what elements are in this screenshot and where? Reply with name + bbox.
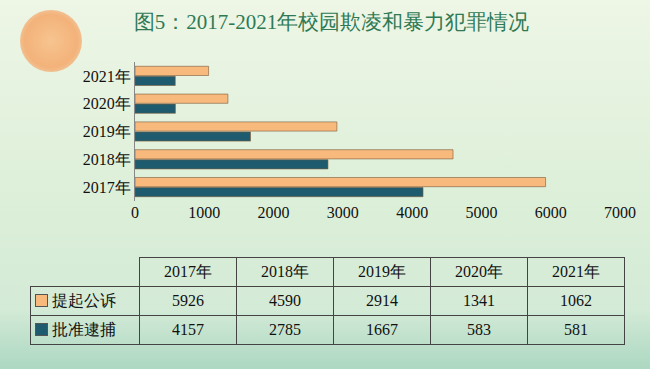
svg-text:2019年: 2019年 <box>83 123 131 140</box>
svg-text:3000: 3000 <box>327 204 359 221</box>
html-text:2021年: 2021年 <box>552 262 600 280</box>
html-text:1341: 1341 <box>463 292 495 309</box>
svg-text:0: 0 <box>131 204 139 221</box>
svg-text:1000: 1000 <box>188 204 220 221</box>
html-text:2018年: 2018年 <box>261 262 309 280</box>
svg-text:5000: 5000 <box>465 204 497 221</box>
html-text:583: 583 <box>467 321 491 338</box>
html-text:1667: 1667 <box>366 321 398 338</box>
html-text:2785: 2785 <box>269 321 301 338</box>
svg-text:2020年: 2020年 <box>83 95 131 112</box>
svg-text:图5：2017-2021年校园欺凌和暴力犯罪情况: 图5：2017-2021年校园欺凌和暴力犯罪情况 <box>134 10 530 34</box>
html-text:5926: 5926 <box>172 292 204 309</box>
svg-text:2017年: 2017年 <box>83 179 131 196</box>
html-text:2020年: 2020年 <box>455 262 503 280</box>
svg-text:7000: 7000 <box>604 204 636 221</box>
svg-text:2000: 2000 <box>258 204 290 221</box>
html-text:4590: 4590 <box>269 292 301 309</box>
html-text:提起公诉: 提起公诉 <box>52 291 116 309</box>
html-text:581: 581 <box>564 321 588 338</box>
html-text:2017年: 2017年 <box>164 262 212 280</box>
html-text:批准逮捕: 批准逮捕 <box>52 320 116 338</box>
svg-text:2018年: 2018年 <box>83 151 131 168</box>
svg-text:6000: 6000 <box>535 204 567 221</box>
html-text:1062: 1062 <box>560 292 592 309</box>
html-text:2019年: 2019年 <box>358 262 406 280</box>
svg-text:4000: 4000 <box>396 204 428 221</box>
html-text:4157: 4157 <box>172 321 204 338</box>
svg-text:2021年: 2021年 <box>83 68 131 85</box>
html-text:2914: 2914 <box>366 292 398 309</box>
